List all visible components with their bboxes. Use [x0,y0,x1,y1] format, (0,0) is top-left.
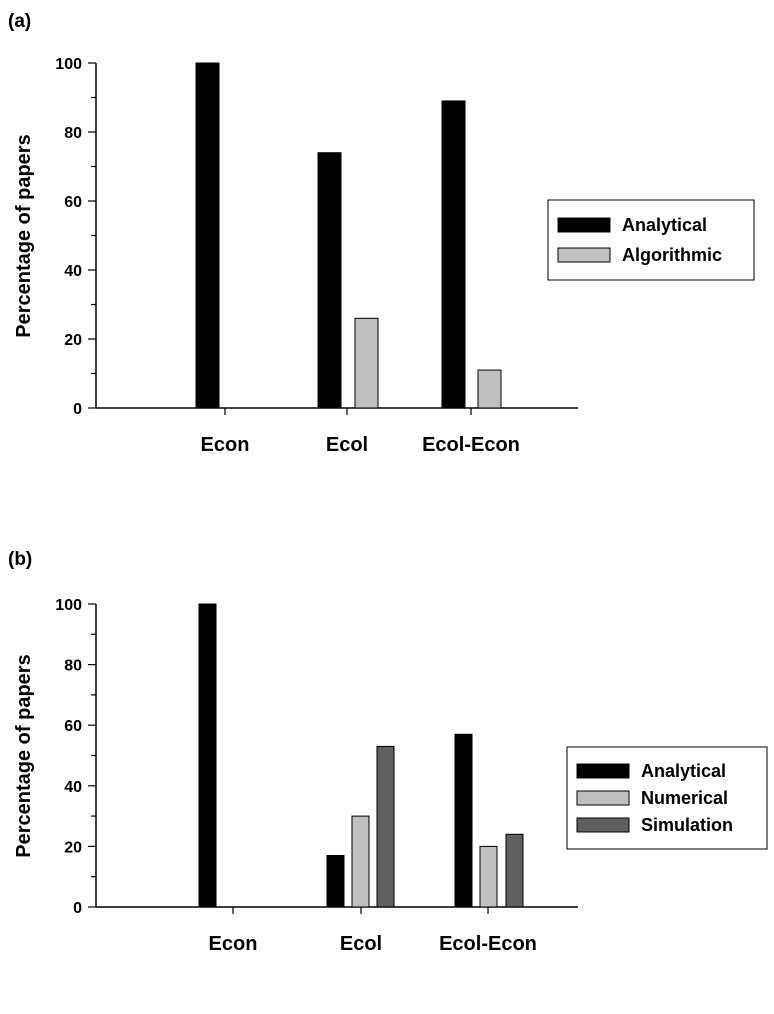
x-tick-label: Ecol-Econ [422,434,520,456]
bar-analytical-econ [198,603,217,908]
legend-swatch-analytical [576,763,630,779]
bar-analytical-ecol-econ [441,100,466,409]
legend-label-analytical: Analytical [622,215,707,235]
bar-numerical-ecol [351,815,370,908]
bar-algorithmic-ecol [354,317,379,409]
legend-box [547,199,755,281]
y-axis-title: Percentage of papers [13,654,35,857]
y-tick-label: 0 [73,401,82,418]
bar-analytical-ecol [326,854,345,908]
legend-swatch-algorithmic [557,247,611,263]
legend-label-simulation: Simulation [641,815,733,835]
x-tick-label: Econ [209,933,258,955]
legend-label-algorithmic: Algorithmic [622,245,722,265]
y-tick-label: 20 [64,332,82,349]
legend: Analytical Algorithmic [547,199,755,281]
chart-panel-a: (a) Percentage of papers 0 20 40 60 80 100 Econ E… [8,11,755,456]
x-tick-label: Ecol-Econ [439,933,537,955]
y-tick-label: 60 [64,194,82,211]
panel-label: (b) [8,549,32,570]
x-tick-label: Ecol [340,933,382,955]
y-tick-label: 40 [64,779,82,796]
legend-label-numerical: Numerical [641,788,728,808]
legend-label-analytical: Analytical [641,761,726,781]
y-axis-title: Percentage of papers [13,134,35,337]
chart-panel-b: (b) Percentage of papers 0 20 40 60 80 100 Econ E… [8,549,768,955]
legend: Analytical Numerical Simulation [566,746,768,850]
x-tick-label: Econ [201,434,250,456]
y-tick-label: 60 [64,718,82,735]
panel-label: (a) [8,11,31,32]
bar-numerical-ecol-econ [479,845,498,908]
y-tick-label: 0 [73,900,82,917]
bar-simulation-ecol-econ [505,833,524,908]
x-tick-label: Ecol [326,434,368,456]
y-tick-label: 80 [64,125,82,142]
y-tick-label: 100 [55,597,82,614]
y-tick-label: 80 [64,658,82,675]
bar-algorithmic-ecol-econ [477,369,502,409]
bar-simulation-ecol [376,745,395,908]
legend-swatch-simulation [576,817,630,833]
bar-analytical-ecol-econ [454,733,473,908]
legend-swatch-analytical [557,217,611,233]
y-tick-label: 40 [64,263,82,280]
y-tick-label: 100 [55,56,82,73]
bar-analytical-ecol [317,152,342,409]
bar-analytical-econ [195,62,220,409]
legend-swatch-numerical [576,790,630,806]
y-tick-label: 20 [64,839,82,856]
